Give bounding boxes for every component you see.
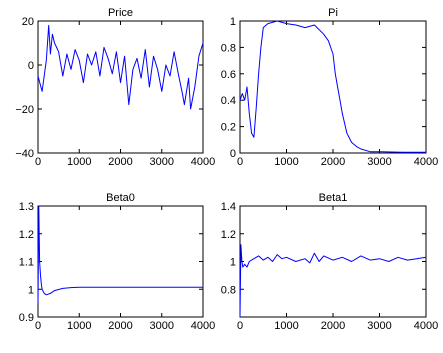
pi-ytick-label: 0.8 — [221, 42, 236, 54]
beta1-ytick-label: 1 — [230, 257, 236, 269]
beta0-xtick-label: 3000 — [150, 320, 174, 332]
price-ytick-label: −40 — [15, 148, 34, 160]
beta0-ytick-label: 1.3 — [19, 201, 34, 213]
pi-axes-frame — [239, 20, 427, 154]
price-xtick-label: 1000 — [67, 156, 91, 168]
beta0-xtick-label: 4000 — [191, 320, 215, 332]
beta1-ytick-label: 1.4 — [221, 201, 236, 213]
beta0-title: Beta0 — [106, 192, 135, 204]
pi-ytick-label: 0 — [230, 148, 236, 160]
pi-xtick-label: 2000 — [321, 156, 345, 168]
beta0-ytick-label: 1.2 — [19, 229, 34, 241]
beta1-title: Beta1 — [319, 192, 348, 204]
pi-series-line — [239, 20, 426, 153]
beta1-xtick-label: 2000 — [321, 320, 345, 332]
price-series-line — [37, 24, 204, 110]
beta1-series-line — [239, 244, 427, 318]
beta1-xtick-label: 3000 — [367, 320, 391, 332]
beta0-xtick-label: 1000 — [67, 320, 91, 332]
pi-title: Pi — [328, 7, 338, 19]
beta1-axes-frame — [239, 205, 427, 318]
pi-ytick-label: 0.6 — [221, 69, 236, 81]
price-ytick-label: −20 — [15, 104, 34, 116]
beta1-ytick-label: 1.2 — [221, 229, 236, 241]
pi-xtick-label: 1000 — [274, 156, 298, 168]
pi-xtick-label: 0 — [237, 156, 243, 168]
beta0-ytick-label: 1 — [28, 284, 34, 296]
price-ytick-label: 20 — [22, 16, 34, 28]
pi-xtick-label: 3000 — [367, 156, 391, 168]
beta0-xtick-label: 2000 — [108, 320, 132, 332]
beta1-xtick-label: 1000 — [274, 320, 298, 332]
beta0-axes-frame — [37, 205, 204, 318]
pi-ytick-label: 1 — [230, 16, 236, 28]
beta0-ytick-label: 0.9 — [19, 312, 34, 324]
price-xtick-label: 4000 — [191, 156, 215, 168]
beta0-subplot: 0 1000 2000 3000 4000 0.9 1 1.1 1.2 1.3 Beta0 — [19, 192, 216, 332]
pi-subplot: 0 1000 2000 3000 4000 0 0.2 0.4 0.6 0.8 1 Pi — [221, 7, 439, 168]
pi-xtick-label: 4000 — [414, 156, 438, 168]
price-title: Price — [108, 7, 133, 19]
price-xtick-label: 0 — [35, 156, 41, 168]
beta1-ytick-label: 0.8 — [221, 284, 236, 296]
price-xtick-label: 3000 — [150, 156, 174, 168]
beta1-xtick-label: 0 — [237, 320, 243, 332]
pi-ytick-label: 0.4 — [221, 95, 236, 107]
beta0-series-line — [37, 205, 203, 304]
price-subplot: 0 1000 2000 3000 4000 −40 −20 0 20 Price — [15, 7, 215, 168]
pi-ytick-label: 0.2 — [221, 122, 236, 134]
beta1-xtick-label: 4000 — [414, 320, 438, 332]
price-ytick-label: 0 — [28, 60, 34, 72]
beta0-xtick-label: 0 — [35, 320, 41, 332]
beta0-ytick-label: 1.1 — [19, 257, 34, 269]
price-axes-frame — [37, 20, 204, 154]
price-xtick-label: 2000 — [108, 156, 132, 168]
beta1-subplot: 0 1000 2000 3000 4000 0.8 1 1.2 1.4 Beta1 — [221, 192, 439, 332]
